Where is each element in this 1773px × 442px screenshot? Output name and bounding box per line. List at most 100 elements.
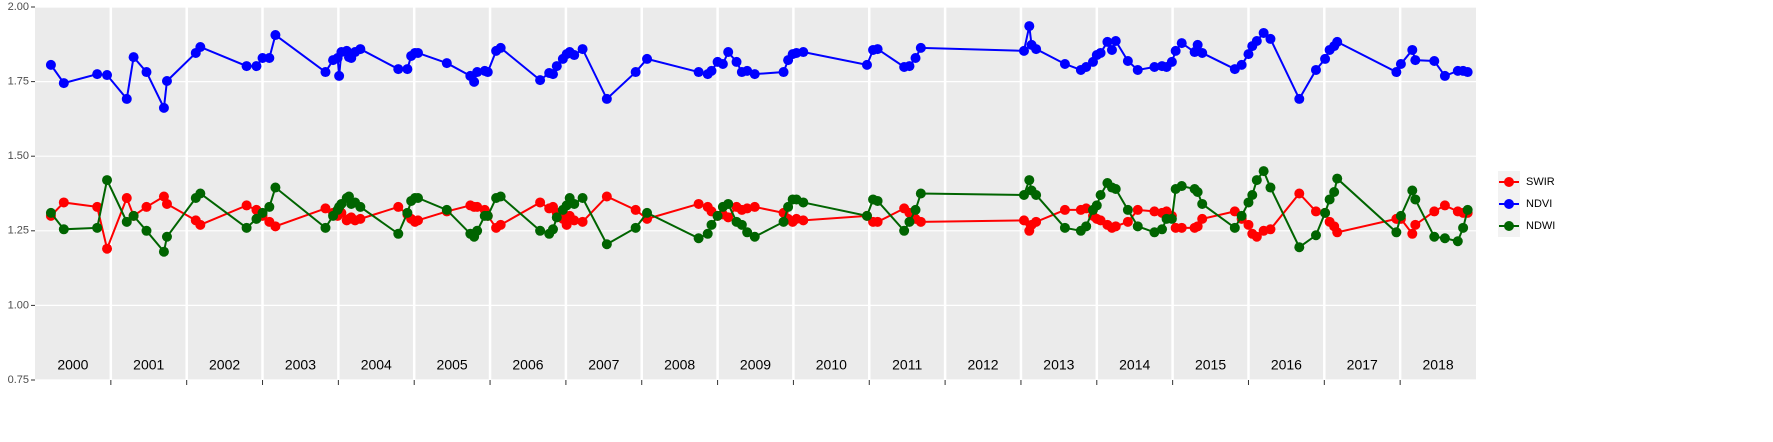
data-point xyxy=(1410,194,1421,205)
legend-label: NDWI xyxy=(1526,220,1555,232)
data-point xyxy=(1132,64,1143,75)
data-point xyxy=(1462,67,1473,78)
data-point xyxy=(798,215,809,226)
data-point xyxy=(241,200,252,211)
data-point xyxy=(915,42,926,53)
data-point xyxy=(1320,207,1331,218)
data-point xyxy=(441,204,452,215)
data-point xyxy=(693,67,704,78)
data-point xyxy=(642,53,653,64)
data-point xyxy=(495,219,506,230)
data-point xyxy=(1294,93,1305,104)
data-point xyxy=(693,233,704,244)
data-point xyxy=(717,58,728,69)
data-point xyxy=(1332,227,1343,238)
data-point xyxy=(736,219,747,230)
data-point xyxy=(1236,210,1247,221)
data-point xyxy=(58,197,69,208)
data-point xyxy=(872,44,883,55)
data-point xyxy=(121,93,132,104)
data-point xyxy=(1439,200,1450,211)
data-point xyxy=(561,219,572,230)
data-point xyxy=(1429,56,1440,67)
data-point xyxy=(910,53,921,64)
data-point xyxy=(141,67,152,78)
data-point xyxy=(45,207,56,218)
data-point xyxy=(1462,204,1473,215)
data-point xyxy=(1407,185,1418,196)
data-point xyxy=(1197,198,1208,209)
data-point xyxy=(630,67,641,78)
data-point xyxy=(731,56,742,67)
year-label: 2013 xyxy=(1043,357,1074,373)
data-point xyxy=(798,47,809,58)
data-point xyxy=(1095,47,1106,58)
data-point xyxy=(264,201,275,212)
data-point xyxy=(706,219,717,230)
data-point xyxy=(334,70,345,81)
data-point xyxy=(251,61,262,72)
data-point xyxy=(1258,27,1269,38)
data-point xyxy=(778,216,789,227)
data-point xyxy=(1192,187,1203,198)
year-label: 2002 xyxy=(209,357,240,373)
data-point xyxy=(1247,189,1258,200)
year-label: 2000 xyxy=(57,357,88,373)
data-point xyxy=(861,59,872,70)
data-point xyxy=(1166,56,1177,67)
data-point xyxy=(92,222,103,233)
data-point xyxy=(535,225,546,236)
data-point xyxy=(355,201,366,212)
data-point xyxy=(1149,227,1160,238)
legend-label: SWIR xyxy=(1526,176,1555,188)
data-point xyxy=(1452,236,1463,247)
data-point xyxy=(257,207,268,218)
legend-dot xyxy=(1504,199,1514,209)
data-point xyxy=(601,239,612,250)
data-point xyxy=(102,175,113,186)
data-point xyxy=(1407,44,1418,55)
data-point xyxy=(1024,21,1035,32)
data-point xyxy=(1018,215,1029,226)
data-point xyxy=(92,201,103,212)
data-point xyxy=(904,216,915,227)
y-tick-label: 1.25 xyxy=(8,225,29,237)
legend-dot xyxy=(1504,221,1514,231)
data-point xyxy=(749,201,760,212)
data-point xyxy=(742,65,753,76)
data-point xyxy=(569,50,580,61)
data-point xyxy=(1310,206,1321,217)
data-point xyxy=(320,67,331,78)
data-point xyxy=(548,69,559,80)
data-point xyxy=(472,201,483,212)
data-point xyxy=(1391,227,1402,238)
year-label: 2004 xyxy=(361,357,392,373)
data-point xyxy=(195,219,206,230)
data-point xyxy=(413,47,424,58)
data-point xyxy=(1251,36,1262,47)
data-point xyxy=(472,225,483,236)
data-point xyxy=(270,221,281,232)
data-point xyxy=(1031,44,1042,55)
data-point xyxy=(141,201,152,212)
data-point xyxy=(1176,181,1187,192)
data-point xyxy=(702,228,713,239)
data-point xyxy=(1265,224,1276,235)
data-point xyxy=(1192,221,1203,232)
data-point xyxy=(1429,206,1440,217)
data-point xyxy=(402,64,413,75)
data-point xyxy=(1258,166,1269,177)
data-point xyxy=(1410,55,1421,66)
data-point xyxy=(472,67,483,78)
year-label: 2015 xyxy=(1195,357,1226,373)
data-point xyxy=(723,212,734,223)
data-point xyxy=(158,102,169,113)
data-point xyxy=(915,216,926,227)
year-label: 2012 xyxy=(967,357,998,373)
data-point xyxy=(569,215,580,226)
data-point xyxy=(712,210,723,221)
data-point xyxy=(642,207,653,218)
data-point xyxy=(1149,206,1160,217)
data-point xyxy=(1320,53,1331,64)
